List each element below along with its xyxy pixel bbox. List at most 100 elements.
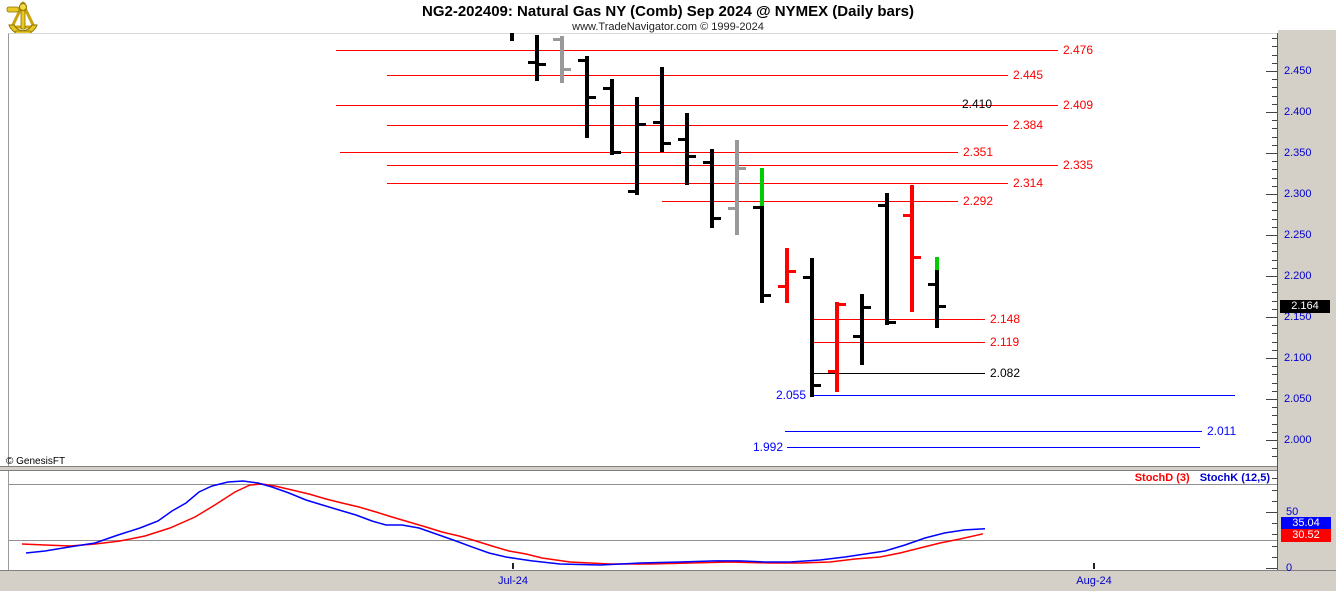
level-line	[662, 200, 958, 202]
level-line	[387, 75, 1008, 77]
price-axis-tick	[1266, 276, 1277, 277]
stochd-value-badge: 30.52	[1281, 529, 1331, 542]
level-label: 2.409	[1063, 97, 1094, 112]
date-label-jul: Jul-24	[498, 575, 528, 587]
bar-open-tick	[578, 59, 589, 63]
stochd-label[interactable]: StochD (3)	[1134, 472, 1190, 484]
price-axis-label: 2.250	[1284, 229, 1312, 241]
stochk-label[interactable]: StochK (12,5)	[1199, 472, 1270, 484]
level-line	[336, 104, 1058, 106]
bar-close-tick	[785, 270, 796, 274]
price-bar	[535, 34, 539, 81]
stoch-axis-label: 0	[1286, 562, 1293, 574]
price-bar	[635, 97, 639, 195]
price-axis-label: 2.050	[1284, 393, 1312, 405]
price-axis-tick	[1272, 38, 1277, 40]
stoch-axis-tick	[1272, 489, 1277, 491]
price-axis-tick	[1272, 185, 1277, 187]
price-axis-tick	[1272, 251, 1277, 253]
price-bar	[785, 248, 789, 304]
price-axis-label: 2.350	[1284, 147, 1312, 159]
price-axis-tick	[1272, 46, 1277, 48]
level-line	[812, 372, 985, 374]
bar-open-tick	[603, 87, 614, 91]
price-axis-label: 2.000	[1284, 434, 1312, 446]
level-line	[387, 165, 1058, 167]
level-label: 2.011	[1207, 423, 1237, 438]
bar-close-tick	[635, 123, 646, 127]
price-axis-tick	[1266, 440, 1277, 441]
bar-open-tick	[828, 370, 839, 374]
stoch-axis-tick	[1272, 534, 1277, 536]
month-tick-aug	[1093, 563, 1095, 569]
level-label: 2.148	[990, 311, 1021, 326]
price-axis-tick	[1272, 431, 1277, 433]
last-price-badge: 2.164	[1280, 299, 1330, 313]
price-bar	[860, 294, 864, 366]
price-bar-green-highlight	[760, 167, 764, 208]
bar-close-tick	[810, 384, 821, 388]
level-line	[787, 446, 1200, 448]
stoch-axis-tick	[1272, 545, 1277, 547]
stochastic-curves-svg	[21, 480, 986, 566]
bar-open-tick	[653, 120, 664, 124]
level-line	[812, 318, 985, 320]
level-label: 2.351	[963, 145, 994, 160]
bar-open-tick	[778, 284, 789, 288]
bar-open-tick	[803, 275, 814, 279]
price-axis-tick	[1272, 423, 1277, 425]
level-label: 2.445	[1013, 68, 1044, 83]
price-axis-tick	[1266, 317, 1277, 318]
price-axis-tick	[1266, 153, 1277, 154]
bar-close-tick	[885, 320, 896, 324]
price-axis-tick	[1272, 349, 1277, 351]
level-label: 2.082	[990, 365, 1021, 380]
price-axis-tick	[1266, 235, 1277, 236]
price-axis-tick	[1272, 144, 1277, 146]
price-axis-tick	[1272, 62, 1277, 64]
stoch-axis-tick	[1272, 478, 1277, 480]
price-axis-tick	[1272, 128, 1277, 130]
chart-subtitle: www.TradeNavigator.com © 1999-2024	[572, 21, 764, 33]
bar-open-tick	[703, 161, 714, 165]
stochastic-panel-area[interactable]	[8, 471, 1277, 570]
price-axis-tick	[1272, 210, 1277, 212]
bar-close-tick	[685, 155, 696, 159]
bar-open-tick	[553, 38, 564, 42]
price-bar	[560, 35, 564, 84]
price-axis-tick	[1272, 284, 1277, 286]
level-extra-label: 2.410	[962, 96, 993, 111]
price-axis-line[interactable]	[1277, 33, 1278, 570]
bar-open-tick	[728, 206, 739, 210]
price-axis-tick	[1272, 374, 1277, 376]
bar-close-tick	[860, 306, 871, 310]
bar-open-tick	[528, 60, 539, 64]
price-axis-tick	[1272, 415, 1277, 417]
panel-separator[interactable]	[0, 466, 1277, 471]
bar-open-tick	[903, 214, 914, 218]
bar-close-tick	[910, 256, 921, 260]
bar-close-tick	[660, 142, 671, 146]
level-line	[387, 182, 1008, 184]
bar-close-tick	[760, 293, 771, 297]
stoch-axis-tick	[1272, 556, 1277, 558]
bar-open-tick	[628, 189, 639, 193]
date-axis-band[interactable]	[0, 570, 1336, 591]
level-line	[810, 394, 1235, 396]
price-bar	[885, 193, 889, 326]
price-axis-tick	[1272, 341, 1277, 343]
price-axis-tick	[1272, 177, 1277, 179]
genesisft-watermark: © GenesisFT	[6, 456, 66, 467]
price-axis-tick	[1272, 103, 1277, 105]
price-bar	[660, 66, 664, 153]
price-axis-tick	[1266, 112, 1277, 113]
price-bar-green-highlight	[935, 257, 939, 271]
price-axis-tick	[1272, 448, 1277, 450]
level-line	[387, 125, 1008, 127]
stoch-axis-label: 50	[1286, 506, 1299, 518]
price-axis-tick	[1272, 390, 1277, 392]
level-label: 2.292	[963, 193, 994, 208]
price-axis-tick	[1266, 399, 1277, 400]
price-axis-tick	[1272, 95, 1277, 97]
price-bar	[760, 167, 764, 304]
